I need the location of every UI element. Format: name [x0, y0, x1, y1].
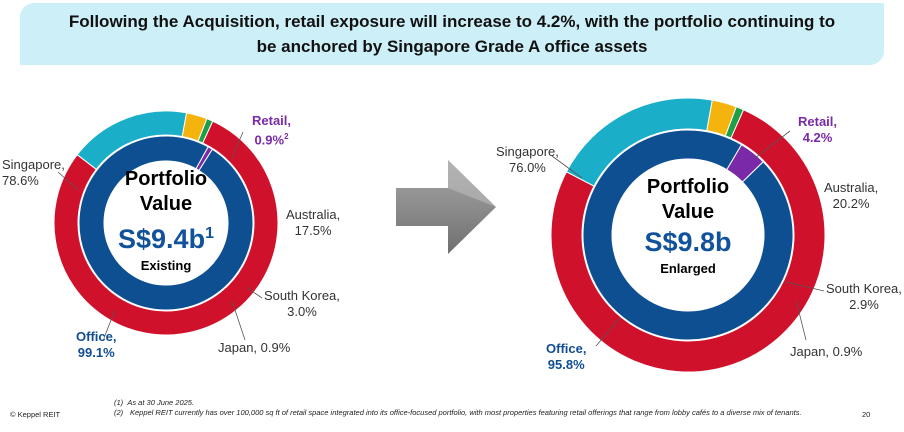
leader-line	[551, 155, 583, 179]
leader-line	[595, 317, 621, 347]
label-retail-existing: Retail, 0.9%2	[252, 113, 292, 148]
donut-chart-existing	[53, 110, 279, 336]
outer-slice-singapore	[550, 109, 826, 373]
footnote-2: Keppel REIT currently has over 100,000 s…	[130, 408, 802, 417]
leader-line	[57, 171, 79, 191]
footnote-2-number: (2)	[114, 408, 124, 417]
leader-line	[103, 309, 116, 339]
headline-banner: Following the Acquisition, retail exposu…	[20, 3, 884, 65]
label-office-enlarged: Office, 95.8%	[546, 341, 587, 372]
label-office-existing: Office, 99.1%	[76, 329, 117, 360]
center-text-existing: Portfolio Value S$9.4b1 Existing	[118, 168, 214, 273]
arrow-highlight	[448, 160, 496, 207]
label-south-korea-existing: South Korea, 3.0%	[264, 288, 340, 319]
leader-line	[231, 131, 244, 159]
leader-line	[245, 286, 263, 299]
center-text-enlarged: Portfolio Value S$9.8b Enlarged	[644, 176, 732, 276]
label-singapore-existing: Singapore, 78.6%	[2, 157, 65, 188]
arrow-right-icon	[396, 160, 496, 254]
donut-hole	[613, 160, 763, 310]
page-number: 20	[862, 410, 871, 419]
label-south-korea-enlarged: South Korea, 2.9%	[826, 281, 902, 312]
outer-slice-japan	[197, 118, 214, 144]
headline-text: Following the Acquisition, retail exposu…	[68, 12, 836, 56]
label-singapore-enlarged: Singapore, 76.0%	[496, 144, 559, 175]
footer-company: © Keppel REIT	[10, 410, 61, 419]
footnote-1: (1) As at 30 June 2025.	[114, 398, 195, 407]
label-japan-enlarged: Japan, 0.9%	[790, 344, 863, 359]
label-japan-existing: Japan, 0.9%	[218, 340, 291, 355]
inner-slice-office	[582, 129, 794, 341]
leader-line	[785, 281, 825, 292]
inner-slice-office	[78, 135, 254, 311]
leader-line	[231, 300, 246, 341]
donut-chart-enlarged	[550, 97, 826, 373]
outer-slice-japan	[724, 106, 745, 139]
leader-line	[754, 130, 791, 159]
donut-hole	[105, 162, 227, 284]
leader-line	[795, 299, 807, 341]
outer-slice-singapore	[53, 120, 279, 336]
label-australia-existing: Australia, 17.5%	[286, 207, 341, 238]
label-retail-enlarged: Retail, 4.2%	[798, 114, 838, 145]
label-australia-enlarged: Australia, 20.2%	[824, 180, 879, 211]
